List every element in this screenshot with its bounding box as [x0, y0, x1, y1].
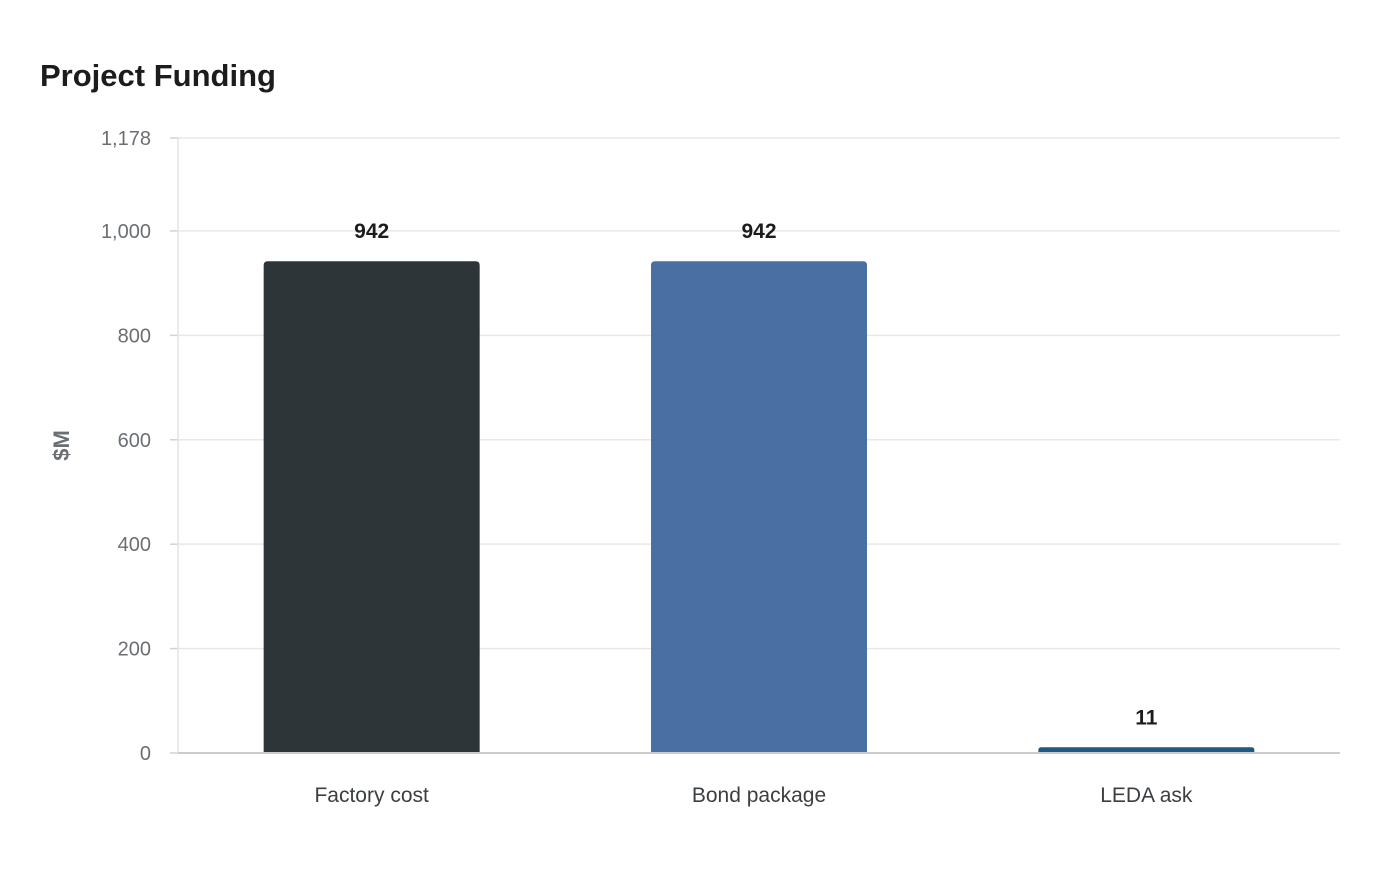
data-label: 942	[741, 220, 776, 243]
bar	[651, 261, 867, 753]
bar	[263, 261, 480, 753]
y-tick-label: 1,178	[101, 128, 151, 150]
data-label: 942	[354, 220, 389, 243]
x-tick-label: Factory cost	[314, 784, 429, 807]
y-tick-label: 0	[140, 743, 151, 765]
chart-title: Project Funding	[40, 58, 276, 93]
x-axis-labels: Factory cost Bond package LEDA ask	[314, 784, 1192, 807]
y-tick-label: 200	[118, 639, 151, 661]
bars	[263, 261, 1255, 753]
bar	[1038, 747, 1255, 753]
y-tick-label: 1,000	[101, 221, 151, 243]
y-tick-label: 400	[118, 534, 151, 556]
data-label: 11	[1135, 706, 1158, 729]
x-tick-label: LEDA ask	[1100, 784, 1193, 807]
y-tick-label: 800	[118, 325, 151, 347]
data-labels: 942 942 11	[354, 220, 1158, 729]
y-tick-label: 600	[118, 430, 151, 452]
x-tick-label: Bond package	[692, 784, 826, 807]
y-axis-title: $M	[49, 430, 74, 461]
y-axis-ticks: 0 200 400 600 800 1,000 1,178	[101, 128, 178, 765]
